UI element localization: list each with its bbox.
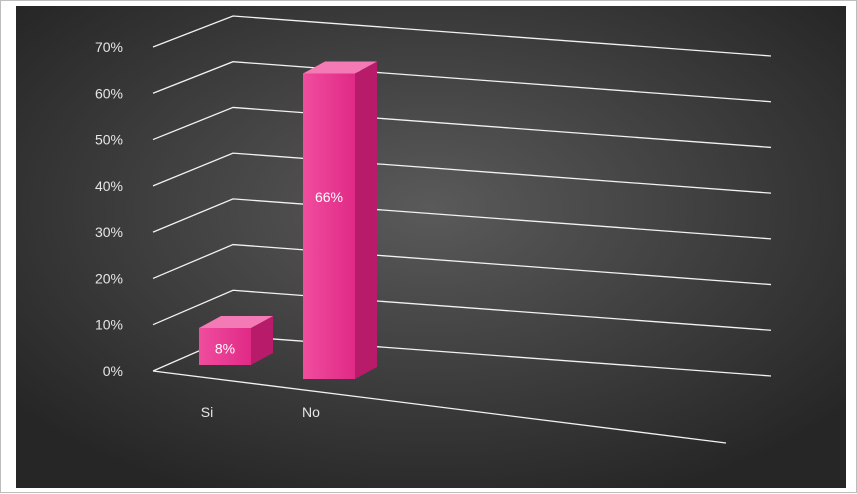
- bar-top: [199, 315, 273, 328]
- y-tick-label: 0%: [103, 363, 123, 379]
- bar-front: [199, 327, 251, 365]
- bar-front: [303, 73, 355, 379]
- floor-edge: [152, 370, 727, 444]
- y-tick-label: 10%: [95, 317, 123, 333]
- gridlines: [152, 15, 772, 444]
- gridline: [152, 61, 772, 103]
- gridline: [152, 152, 772, 194]
- gridline: [152, 15, 772, 57]
- x-category-label: Si: [201, 404, 213, 420]
- labels: 0% 10% 20% 30% 40% 50% 60% 70% 8% Si 66% No: [95, 39, 343, 420]
- gridline: [152, 289, 772, 331]
- y-tick-label: 70%: [95, 39, 123, 55]
- y-tick-label: 20%: [95, 270, 123, 286]
- y-tick-label: 60%: [95, 85, 123, 101]
- y-tick-label: 30%: [95, 224, 123, 240]
- x-category-label: No: [302, 404, 320, 420]
- y-tick-label: 40%: [95, 178, 123, 194]
- data-label: 8%: [215, 340, 235, 356]
- chart-background: [16, 6, 846, 488]
- bars: [199, 61, 377, 380]
- data-label: 66%: [315, 189, 343, 205]
- gridline: [152, 198, 772, 240]
- bar-top: [303, 61, 377, 74]
- gridline: [152, 243, 772, 286]
- bar-side: [251, 315, 273, 365]
- gridline: [152, 106, 772, 149]
- y-tick-label: 50%: [95, 132, 123, 148]
- bar-side: [355, 61, 377, 380]
